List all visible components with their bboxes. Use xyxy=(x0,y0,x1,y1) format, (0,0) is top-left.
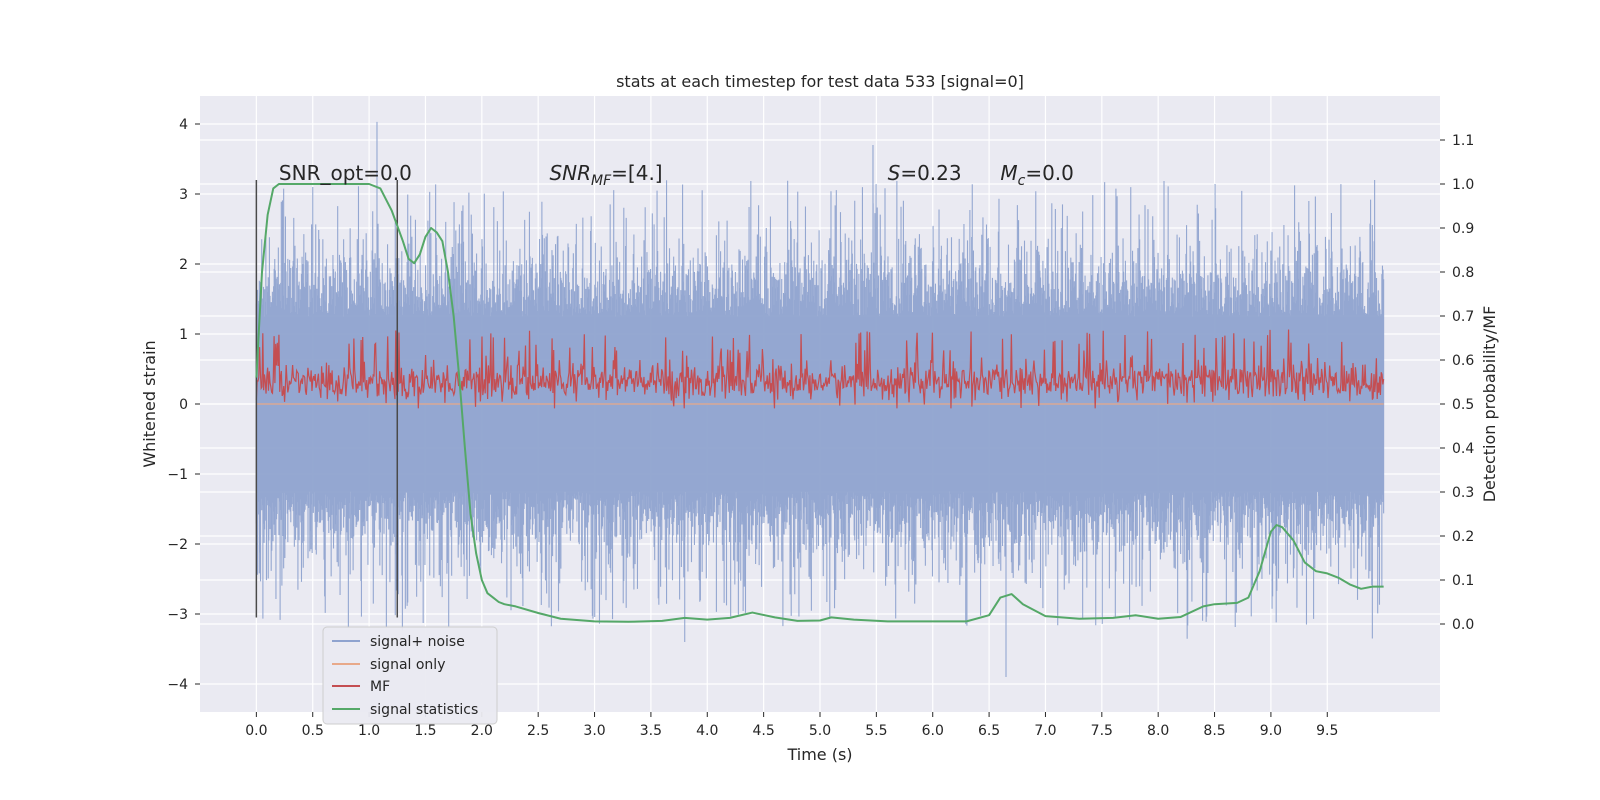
chart-title: stats at each timestep for test data 533… xyxy=(616,72,1024,91)
left-axis-ticks: −4 −3 −2 −1 0 1 2 3 4 xyxy=(167,117,200,693)
x-tick-label: 2.0 xyxy=(471,723,493,739)
x-tick-label: 3.0 xyxy=(583,723,605,739)
y-tick-label-right: 0.3 xyxy=(1452,485,1474,501)
legend: signal+ noise signal only MF signal stat… xyxy=(322,626,498,725)
legend-box xyxy=(322,626,498,725)
annotation-text: SNR_opt=0.0 xyxy=(279,161,412,185)
y-tick-label-right: 0.9 xyxy=(1452,221,1474,237)
series-signal-statistics xyxy=(255,183,1384,623)
x-tick-label: 1.0 xyxy=(358,723,380,739)
y-tick-label-right: 0.7 xyxy=(1452,309,1474,325)
x-tick-label: 0.0 xyxy=(245,723,267,739)
legend-label-signal-only: signal only xyxy=(370,657,445,673)
y-tick-label-left: −1 xyxy=(167,467,188,483)
y-tick-label-right: 0.1 xyxy=(1452,573,1474,589)
x-tick-label: 3.5 xyxy=(640,723,662,739)
y-tick-label-right: 1.0 xyxy=(1452,177,1474,193)
y-tick-label-left: 2 xyxy=(179,257,188,273)
y-tick-label-left: 4 xyxy=(179,117,188,133)
x-tick-label: 9.5 xyxy=(1316,723,1338,739)
legend-label-mf: MF xyxy=(370,679,390,695)
y-tick-label-left: −4 xyxy=(167,677,188,693)
x-tick-label: 8.5 xyxy=(1203,723,1225,739)
x-tick-label: 7.5 xyxy=(1091,723,1113,739)
signal-statistics-trace xyxy=(255,183,1384,623)
annotation-text: S=0.23 xyxy=(888,161,962,185)
x-axis-ticks: 0.0 0.5 1.0 1.5 2.0 2.5 3.0 3.5 4.0 4.5 5.0 5.5 6.0 6… xyxy=(245,712,1338,739)
x-tick-label: 9.0 xyxy=(1260,723,1282,739)
legend-label-signal-noise: signal+ noise xyxy=(370,634,465,650)
y-tick-label-left: −2 xyxy=(167,537,188,553)
x-tick-label: 5.0 xyxy=(809,723,831,739)
x-tick-label: 6.5 xyxy=(978,723,1000,739)
x-tick-label: 2.5 xyxy=(527,723,549,739)
mf-trace xyxy=(255,329,1385,409)
y-tick-label-right: 0.2 xyxy=(1452,529,1474,545)
annotation-text: SNRMF=[4.] xyxy=(549,161,662,189)
y-tick-label-left: 3 xyxy=(179,187,188,203)
y-tick-label-right: 0.8 xyxy=(1452,265,1474,281)
series-mf xyxy=(255,329,1385,409)
y-tick-label-right: 1.1 xyxy=(1452,133,1474,149)
right-axis-ticks: 0.0 0.1 0.2 0.3 0.4 0.5 0.6 0.7 0.8 0.9 1.0 1.1 xyxy=(1440,133,1474,633)
x-tick-label: 4.0 xyxy=(696,723,718,739)
x-tick-label: 5.5 xyxy=(865,723,887,739)
annotation-text: Mc=0.0 xyxy=(1000,161,1074,189)
annotations: SNR_opt=0.0 SNRMF=[4.] S=0.23 Mc=0.0 xyxy=(279,161,1074,189)
x-tick-label: 1.5 xyxy=(414,723,436,739)
y-tick-label-right: 0.6 xyxy=(1452,353,1474,369)
y-axis-label-left: Whitened strain xyxy=(140,340,159,467)
legend-label-signal-statistics: signal statistics xyxy=(370,702,478,718)
y-tick-label-left: 0 xyxy=(179,397,188,413)
y-tick-label-right: 0.5 xyxy=(1452,397,1474,413)
y-tick-label-right: 0.4 xyxy=(1452,441,1474,457)
x-tick-label: 4.5 xyxy=(753,723,775,739)
y-tick-label-left: −3 xyxy=(167,607,188,623)
y-axis-label-right: Detection probability/MF xyxy=(1480,306,1499,503)
x-tick-label: 8.0 xyxy=(1147,723,1169,739)
y-tick-label-left: 1 xyxy=(179,327,188,343)
event-markers xyxy=(255,180,399,618)
x-tick-label: 0.5 xyxy=(302,723,324,739)
x-tick-label: 6.0 xyxy=(922,723,944,739)
x-axis-label: Time (s) xyxy=(786,745,852,764)
y-tick-label-right: 0.0 xyxy=(1452,617,1474,633)
x-tick-label: 7.0 xyxy=(1034,723,1056,739)
